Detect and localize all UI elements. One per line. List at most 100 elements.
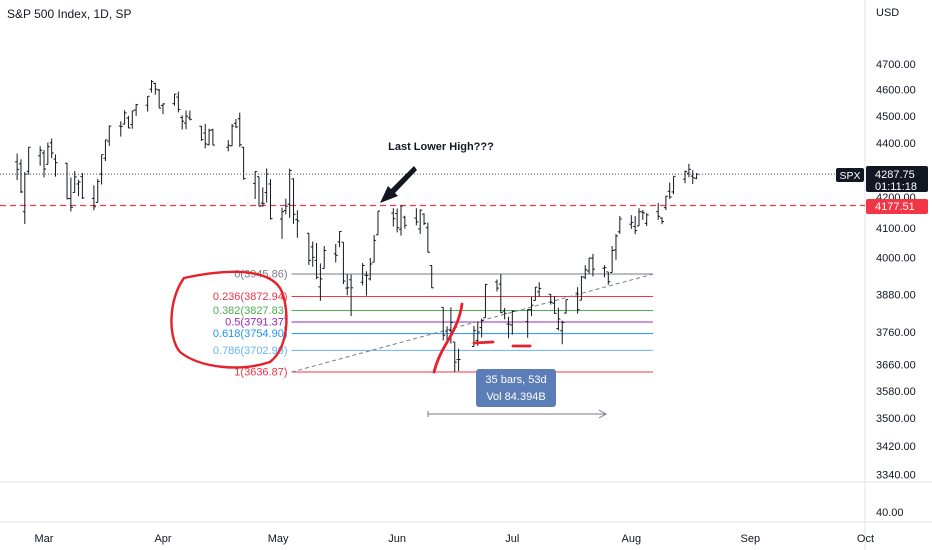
ohlc-bar [533,286,538,301]
ohlc-bar [418,209,423,234]
ohlc-bar [422,213,427,226]
ohlc-bar [637,208,641,227]
ohlc-bar [556,307,561,331]
retest-low-marker-1[interactable] [472,340,495,345]
ohlc-bar [15,153,20,181]
ohlc-bar [644,213,649,226]
time-tick-label: Jun [388,533,406,545]
fib-labels-circle-scribble[interactable] [170,270,288,369]
ohlc-bar [395,208,400,233]
ohlc-bar [126,115,131,129]
hand-drawn-annotations[interactable] [170,270,532,374]
ohlc-bar [161,103,165,115]
ohlc-bar [38,146,43,166]
ohlc-bar [207,128,212,146]
ohlc-bar [122,110,127,125]
ohlc-bar [118,121,123,137]
ohlc-bar [295,210,300,238]
ohlc-bar [18,159,23,194]
ohlc-bar [306,232,311,265]
volume-tick: 40.00 [876,507,904,519]
ohlc-bar [441,306,446,341]
time-tick-label: Sep [741,533,761,545]
resistance-price-label[interactable]: 4177.51 [866,199,928,214]
measure-bars-label: 35 bars, 53d [485,374,546,386]
ohlc-bar [368,257,373,281]
callout-text: Last Lower High??? [388,141,494,153]
ohlc-bar [629,215,634,229]
measure-info-box[interactable] [476,369,556,407]
ohlc-bar [564,299,569,314]
ohlc-bar [76,179,81,197]
ohlc-bar [667,182,672,200]
ohlc-bar [130,110,135,129]
symbol-title[interactable]: S&P 500 Index, 1D, SP [7,7,132,21]
measure-volume-label: Vol 84.394B [486,391,545,403]
ohlc-bar [613,234,618,260]
ohlc-bar [590,253,595,277]
ohlc-bar [237,112,242,147]
ohlc-bar [414,208,419,226]
time-tick-label: Aug [622,533,642,545]
ohlc-bar [375,210,380,236]
fib-trend-line[interactable] [291,273,654,373]
ohlc-bar [683,170,688,184]
ohlc-bar [345,274,350,296]
ohlc-bar [671,175,676,195]
ohlc-bar [145,95,150,112]
ohlc-bar [184,110,189,130]
ohlc-bar [187,110,192,121]
ohlc-bar [256,176,261,207]
price-tick-label: 4700.00 [876,59,916,71]
ohlc-bar [633,216,638,235]
currency-label: USD [876,7,899,19]
ohlc-bar [360,263,365,286]
ohlc-bar [233,119,238,129]
ohlc-bar [456,348,461,372]
ohlc-bar [310,241,315,267]
ohlc-bar [429,265,434,289]
price-tick-label: 4600.00 [876,85,916,97]
price-tick-label: 3500.00 [876,413,916,425]
ohlc-bar [606,271,611,285]
ohlc-bar [42,149,46,178]
fib-level-label: 0.382(3827.83) [213,305,288,317]
ohlc-bar [402,215,407,229]
time-tick-label: Apr [154,533,171,545]
ohlc-bar [280,207,284,239]
ohlc-bar [337,231,342,248]
fib-level-label: 0.786(3702.99) [213,345,288,357]
ohlc-bar [72,171,77,193]
ohlc-bar [391,208,396,227]
ohlc-bar [287,168,292,218]
ohlc-bar [560,320,565,345]
ohlc-bar [425,222,430,253]
price-tick-label: 3760.00 [876,327,916,339]
ohlc-bar [49,138,54,159]
ohlc-bar [172,93,177,106]
ohlc-bar [134,103,139,116]
support-curve-scribble[interactable] [432,302,464,374]
ohlc-bar [26,146,31,175]
ohlc-bar [494,279,499,292]
ohlc-bar [226,140,231,152]
ohlc-bar [203,123,208,149]
ohlc-bar [602,265,607,278]
ohlc-bar [537,282,542,297]
ohlc-bar [107,125,112,146]
ohlc-bar [479,318,484,338]
time-axis[interactable]: Mar Apr May Jun Jul Aug Sep Oct [35,533,875,545]
last-price-badge[interactable]: SPX 4287.75 01:11:18 [836,166,928,193]
ohlc-bar [610,246,615,273]
ohlc-bar [587,257,592,275]
price-axis[interactable]: USD 4700.00 4600.00 4500.00 4400.00 4100.00 4… [876,7,916,481]
ohlc-bar [180,115,185,130]
ohlc-bar [176,91,181,113]
badge-countdown: 01:11:18 [875,181,917,193]
ohlc-bar [68,177,73,212]
ohlc-bar [65,162,70,200]
time-tick-label: May [268,533,289,545]
ohlc-bar [663,195,668,210]
